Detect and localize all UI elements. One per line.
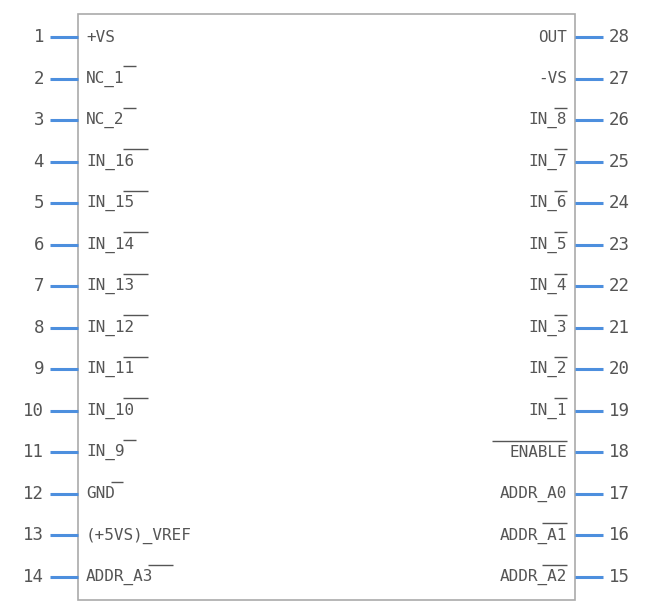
Text: 21: 21 <box>609 319 630 337</box>
Text: IN_2: IN_2 <box>529 361 567 378</box>
Text: 13: 13 <box>23 526 44 545</box>
Text: 22: 22 <box>609 277 630 295</box>
Text: 9: 9 <box>34 360 44 378</box>
Text: IN_12: IN_12 <box>86 319 134 336</box>
Text: 27: 27 <box>609 70 630 88</box>
Text: 28: 28 <box>609 28 630 46</box>
Text: 11: 11 <box>23 443 44 461</box>
Text: NC_1: NC_1 <box>86 70 124 87</box>
Text: +VS: +VS <box>86 29 115 45</box>
Text: IN_5: IN_5 <box>529 237 567 253</box>
Text: IN_1: IN_1 <box>529 403 567 419</box>
Text: 18: 18 <box>609 443 630 461</box>
Text: IN_8: IN_8 <box>529 112 567 128</box>
Text: 24: 24 <box>609 194 630 212</box>
Text: IN_10: IN_10 <box>86 403 134 419</box>
Text: IN_9: IN_9 <box>86 444 124 460</box>
Text: ADDR_A0: ADDR_A0 <box>500 486 567 502</box>
Text: ADDR_A1: ADDR_A1 <box>500 528 567 543</box>
Text: IN_15: IN_15 <box>86 195 134 211</box>
Text: GND: GND <box>86 487 115 501</box>
Text: 15: 15 <box>609 568 630 586</box>
Text: 1: 1 <box>34 28 44 46</box>
Text: 26: 26 <box>609 111 630 129</box>
Bar <box>78 14 575 600</box>
Text: 12: 12 <box>23 485 44 503</box>
Text: 14: 14 <box>23 568 44 586</box>
Text: IN_16: IN_16 <box>86 154 134 170</box>
Text: IN_7: IN_7 <box>529 154 567 170</box>
Text: 20: 20 <box>609 360 630 378</box>
Text: 16: 16 <box>609 526 630 545</box>
Text: -VS: -VS <box>538 71 567 86</box>
Text: 6: 6 <box>34 236 44 254</box>
Text: 2: 2 <box>34 70 44 88</box>
Text: 3: 3 <box>34 111 44 129</box>
Text: IN_4: IN_4 <box>529 278 567 294</box>
Text: 7: 7 <box>34 277 44 295</box>
Text: 23: 23 <box>609 236 630 254</box>
Text: NC_2: NC_2 <box>86 112 124 128</box>
Text: (+5VS)_VREF: (+5VS)_VREF <box>86 528 192 543</box>
Text: ADDR_A3: ADDR_A3 <box>86 569 154 585</box>
Text: 19: 19 <box>609 402 630 420</box>
Text: IN_6: IN_6 <box>529 195 567 211</box>
Text: IN_11: IN_11 <box>86 361 134 378</box>
Text: ADDR_A2: ADDR_A2 <box>500 569 567 585</box>
Text: 10: 10 <box>23 402 44 420</box>
Text: 25: 25 <box>609 152 630 171</box>
Text: ENABLE: ENABLE <box>509 445 567 460</box>
Text: 4: 4 <box>34 152 44 171</box>
Text: 17: 17 <box>609 485 630 503</box>
Text: IN_14: IN_14 <box>86 237 134 253</box>
Text: 5: 5 <box>34 194 44 212</box>
Text: IN_3: IN_3 <box>529 319 567 336</box>
Text: IN_13: IN_13 <box>86 278 134 294</box>
Text: 8: 8 <box>34 319 44 337</box>
Text: OUT: OUT <box>538 29 567 45</box>
